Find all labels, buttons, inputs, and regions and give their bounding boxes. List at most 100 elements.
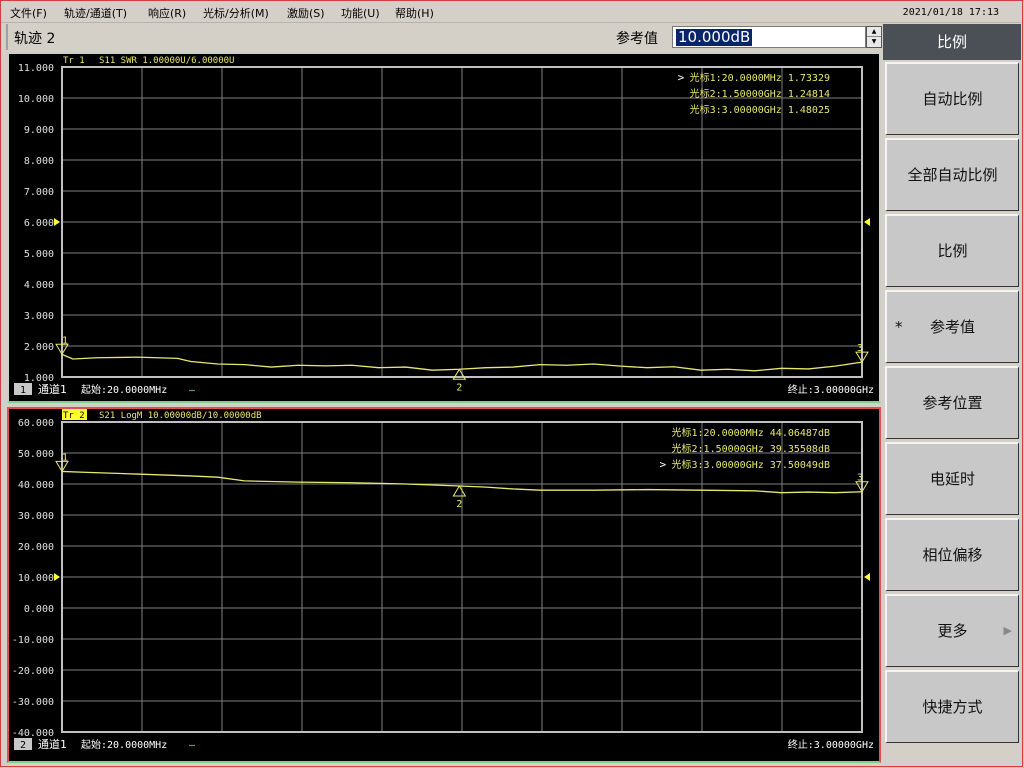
softkey-label: 比例: [937, 242, 968, 260]
reference-level-icon[interactable]: [54, 218, 60, 226]
y-tick-label: 0.000: [24, 604, 54, 615]
menu-bar: 文件(F) 轨迹/通道(T) 响应(R) 光标/分析(M) 激励(S) 功能(U…: [1, 1, 1021, 23]
ref-value-input[interactable]: 10.000dB: [672, 26, 866, 48]
y-tick-label: 11.000: [18, 63, 54, 74]
reference-level-icon[interactable]: [864, 573, 870, 581]
marker-active-indicator: >: [660, 458, 667, 471]
menu-stimulus[interactable]: 激励(S): [287, 7, 325, 20]
channel-number-badge: [14, 383, 32, 395]
trace-1-chart: 11.00010.0009.0008.0007.0006.0005.0004.0…: [14, 56, 874, 396]
trace-2-chart: 60.000 50.000 40.000 30.000 20.000 10.000 0.00…: [12, 409, 874, 751]
y-tick-label: 50.000: [18, 449, 54, 460]
marker-readout: 光标1:20.0000MHz 44.06487dB: [672, 426, 830, 439]
reference-level-icon[interactable]: [54, 573, 60, 581]
softkey-panel: 比例 自动比例 全部自动比例 比例 * 参考值 参考位置 电延时 相位偏移 更多 ▶ 快捷方式: [883, 24, 1021, 766]
menu-response[interactable]: 响应(R): [148, 7, 187, 20]
softkey-label: 快捷方式: [922, 698, 983, 716]
trace-label: Tr 2: [63, 411, 85, 421]
menu-file[interactable]: 文件(F): [10, 7, 47, 20]
softkey-9[interactable]: 快捷方式: [885, 670, 1019, 743]
softkey-7[interactable]: 相位偏移: [885, 518, 1019, 591]
softkey-3[interactable]: 比例: [885, 214, 1019, 287]
menu-function[interactable]: 功能(U): [341, 7, 380, 20]
ref-value-label: 参考值: [616, 31, 658, 47]
channel-number-badge: [14, 738, 32, 750]
y-tick-label: 10.000: [18, 94, 54, 105]
y-tick-label: -10.000: [12, 635, 54, 646]
marker-2-icon[interactable]: [452, 485, 467, 497]
y-tick-label: 2.000: [24, 342, 54, 353]
trace-line: [61, 470, 863, 494]
trace-header: S21 LogM 10.00000dB/10.00000dB: [99, 411, 262, 421]
marker-1-icon[interactable]: [55, 460, 69, 473]
trace-header: S11 SWR 1.00000U/6.00000U: [99, 56, 234, 66]
marker-3-icon[interactable]: [855, 481, 869, 493]
y-tick-label: -30.000: [12, 697, 54, 708]
channel-number: 2: [20, 740, 26, 751]
softkey-8[interactable]: 更多 ▶: [885, 594, 1019, 667]
y-tick-label: 30.000: [18, 511, 54, 522]
menu-marker-analysis[interactable]: 光标/分析(M): [203, 7, 269, 20]
marker-number: 2: [456, 382, 462, 393]
softkey-6[interactable]: 电延时: [885, 442, 1019, 515]
clock: 2021/01/18 17:13: [902, 7, 999, 18]
y-tick-label: -40.000: [12, 728, 54, 739]
y-tick-label: 1.000: [24, 373, 54, 384]
marker-3-icon[interactable]: [855, 351, 869, 364]
start-suffix: —: [189, 740, 196, 751]
plot-frame: [61, 421, 863, 733]
marker-1-icon[interactable]: [55, 343, 69, 356]
marker-2-icon[interactable]: [452, 368, 467, 380]
menu-help[interactable]: 帮助(H): [395, 7, 434, 20]
y-tick-label: 3.000: [24, 311, 54, 322]
marker-readout: 光标3:3.00000GHz 1.48025: [690, 103, 830, 116]
active-trace-title: 轨迹 2: [14, 31, 56, 47]
active-trace-highlight: [62, 409, 87, 420]
channel-number: 1: [20, 385, 26, 396]
y-tick-label: 6.000: [24, 218, 54, 229]
y-tick-label: 7.000: [24, 187, 54, 198]
stop-frequency: 终止:3.00000GHz: [788, 738, 874, 751]
softkey-1[interactable]: 自动比例: [885, 62, 1019, 135]
submenu-arrow-icon: ▶: [1003, 624, 1012, 637]
channel-label: 通道1: [38, 382, 67, 396]
trace-1-panel[interactable]: 11.000 10.000 9.000 8.000 7.000 6.000 5.000 4.0…: [7, 52, 881, 403]
y-tick-label: 8.000: [24, 156, 54, 167]
softkey-4[interactable]: * 参考值: [885, 290, 1019, 363]
channel-label: 通道1: [38, 737, 67, 751]
softkey-label: 电延时: [929, 470, 975, 488]
trace-2-panel[interactable]: 60.000 50.000 40.000 30.000 20.000 10.000 0.00…: [7, 407, 881, 763]
y-tick-label: 9.000: [24, 125, 54, 136]
spin-down-icon[interactable]: ▼: [871, 38, 877, 45]
softkey-2[interactable]: 全部自动比例: [885, 138, 1019, 211]
marker-number: 2: [456, 499, 462, 510]
stop-frequency: 终止:3.00000GHz: [788, 383, 874, 396]
softkey-label: 相位偏移: [922, 546, 983, 564]
softkey-label: 参考值: [929, 318, 975, 336]
marker-number: 3: [857, 343, 863, 354]
marker-active-indicator: >: [678, 71, 685, 84]
ref-value-spinner[interactable]: ▲ ▼: [866, 26, 882, 48]
softkey-label: 全部自动比例: [907, 166, 998, 184]
reference-level-icon[interactable]: [864, 218, 870, 226]
plot-frame: [61, 66, 863, 378]
softkey-label: 参考位置: [922, 394, 983, 412]
toolbar: 轨迹 2 参考值 10.000dB ▲ ▼: [6, 24, 882, 50]
softkey-5[interactable]: 参考位置: [885, 366, 1019, 439]
selected-mark: *: [895, 318, 903, 336]
start-frequency: 起始:20.0000MHz: [81, 738, 167, 751]
softkey-label: 自动比例: [922, 90, 983, 108]
menu-trace-channel[interactable]: 轨迹/通道(T): [64, 7, 128, 20]
softkey-menu-title: 比例: [883, 24, 1021, 60]
ref-value-text: 10.000dB: [676, 28, 753, 46]
y-tick-label: 20.000: [18, 542, 54, 553]
marker-readout: 光标2:1.50000GHz 1.24814: [690, 87, 830, 100]
marker-number: 1: [62, 335, 68, 346]
y-tick-label: 10.000: [18, 573, 54, 584]
marker-readout: 光标3:3.00000GHz 37.50049dB: [672, 458, 830, 471]
marker-readout: 光标1:20.0000MHz 1.73329: [690, 71, 830, 84]
y-tick-label: 60.000: [18, 418, 54, 429]
spin-up-icon[interactable]: ▲: [867, 27, 881, 37]
y-tick-label: 5.000: [24, 249, 54, 260]
marker-number: 3: [857, 473, 863, 484]
